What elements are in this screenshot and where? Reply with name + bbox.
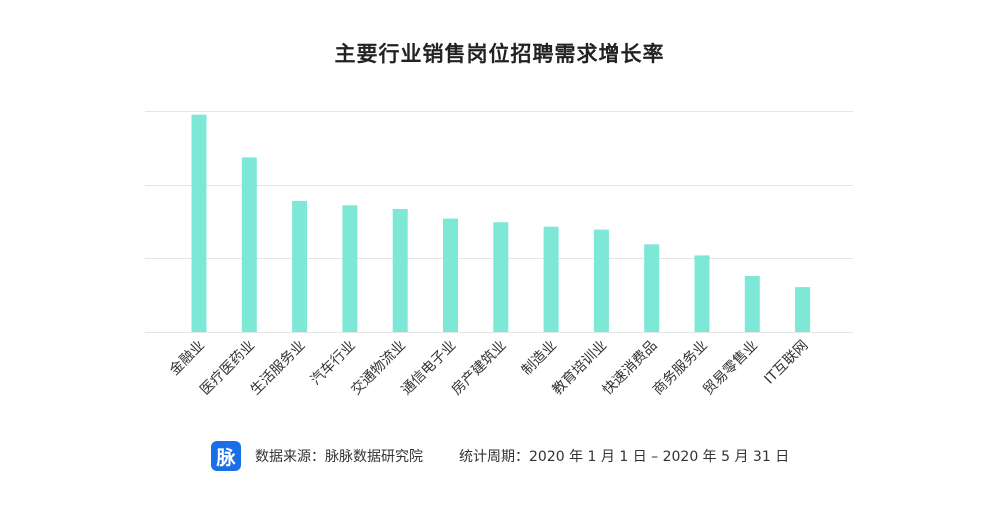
category-label: 金融业: [167, 338, 208, 379]
data-source: 数据来源：脉脉数据研究院: [255, 449, 423, 465]
bar: [744, 276, 760, 332]
maimai-logo: 脉: [211, 441, 241, 471]
category-label: 生活服务业: [248, 338, 309, 399]
chart-title: 主要行业销售岗位招聘需求增长率: [334, 42, 665, 66]
bar: [543, 226, 559, 332]
bar: [795, 287, 811, 332]
bar: [493, 222, 509, 332]
statistics-period: 统计周期：2020 年 1 月 1 日 – 2020 年 5 月 31 日: [459, 449, 790, 465]
bar: [241, 157, 257, 332]
bar: [392, 209, 408, 332]
bar: [644, 244, 660, 332]
bar: [593, 229, 609, 332]
bar: [292, 200, 308, 332]
category-label: 贸易零售业: [700, 338, 761, 399]
bars: [191, 114, 811, 332]
category-label: 汽车行业: [307, 337, 359, 389]
bar: [342, 205, 358, 332]
bar: [443, 218, 458, 332]
category-label: 房产建筑业: [449, 338, 510, 399]
bar: [191, 114, 207, 332]
category-label: IT互联网: [761, 338, 811, 388]
bar: [694, 255, 710, 332]
category-label: 制造业: [519, 338, 560, 379]
footer: 脉 数据来源：脉脉数据研究院 统计周期：2020 年 1 月 1 日 – 202…: [211, 439, 789, 473]
